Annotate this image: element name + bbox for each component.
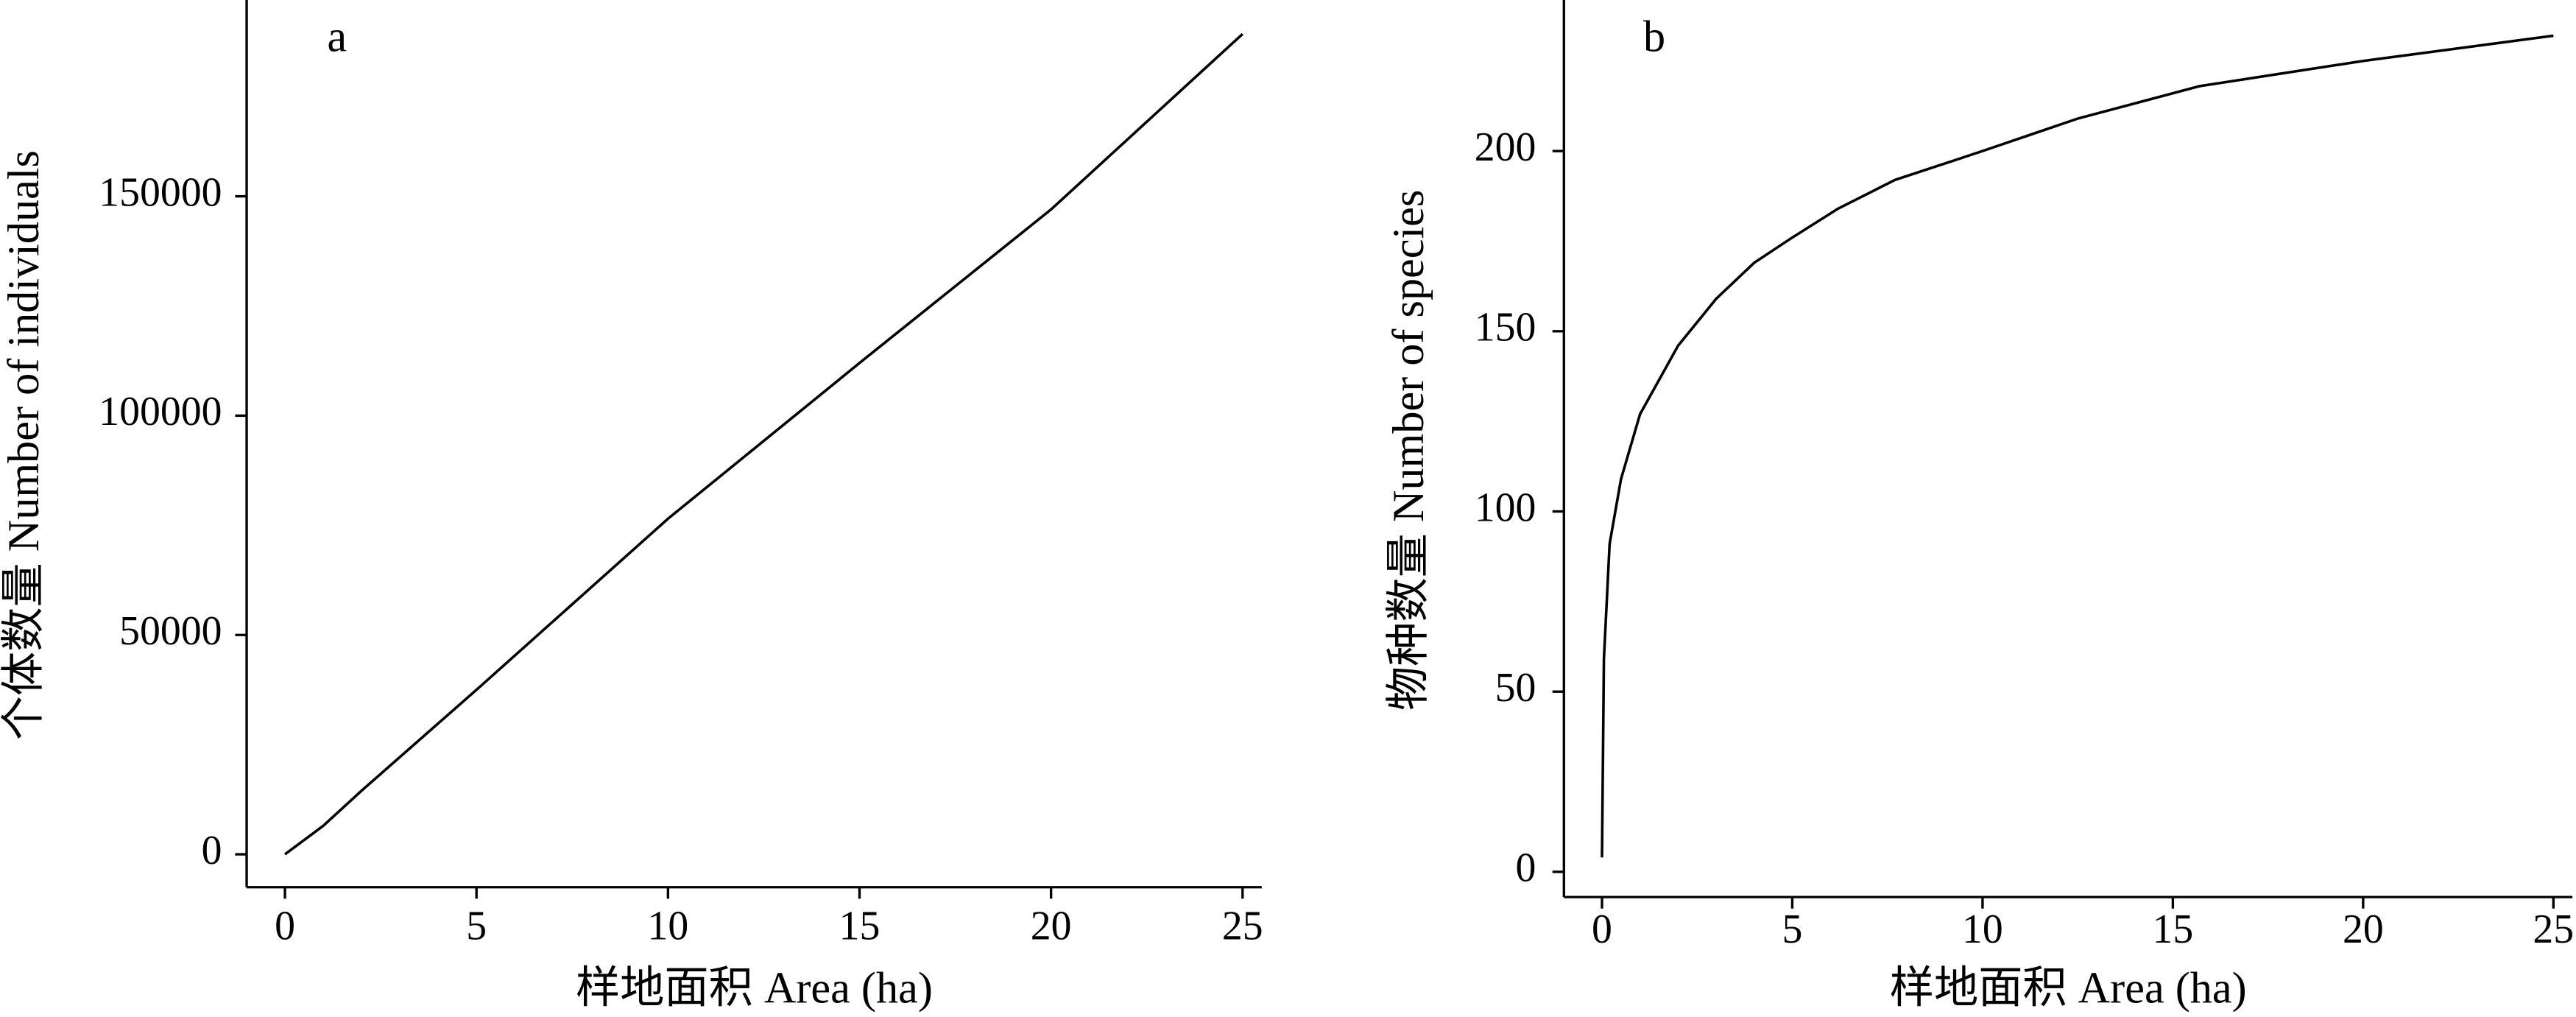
y-axis-title: 个体数量 Number of individuals [0,150,49,740]
data-line [1601,34,2554,858]
y-tick-label: 50000 [119,608,222,654]
x-tick-label: 10 [647,904,688,949]
x-tick-label: 10 [1962,907,2003,952]
panel: 0 50 100 150 200 0 5 10 15 20 25 样地面积 Area (ha) 物种数量… [1384,0,2574,1013]
x-tick-label: 5 [1782,907,1803,952]
x-tick-label: 20 [2343,907,2384,952]
x-tick-label: 0 [275,904,295,949]
y-tick-label: 150000 [99,169,222,215]
y-tick-label: 0 [202,828,222,873]
x-tick-label: 15 [839,904,881,949]
y-tick-label: 50 [1495,665,1536,711]
data-line [283,32,1243,856]
x-tick-label: 15 [2153,907,2194,952]
x-axis-title: 样地面积 Area (ha) [1890,963,2247,1013]
x-tick-label: 5 [466,904,487,949]
x-tick-label: 0 [1592,907,1612,952]
y-tick-label: 100 [1475,485,1536,530]
panel: 0 50000 100000 150000 0 5 10 15 20 25 样地面积 Area (h… [0,0,1263,1013]
x-tick-label: 20 [1031,904,1072,949]
panel-label: a [327,13,347,62]
y-tick-label: 200 [1475,124,1536,170]
y-tick-label: 100000 [99,389,222,434]
y-axis-title: 物种数量 Number of species [1384,190,1433,711]
panel-label: b [1643,13,1665,62]
y-tick-label: 150 [1475,305,1536,351]
x-axis-title: 样地面积 Area (ha) [576,963,933,1013]
x-tick-label: 25 [1222,904,1263,949]
x-tick-label: 25 [2533,907,2574,952]
y-tick-label: 0 [1515,845,1536,891]
